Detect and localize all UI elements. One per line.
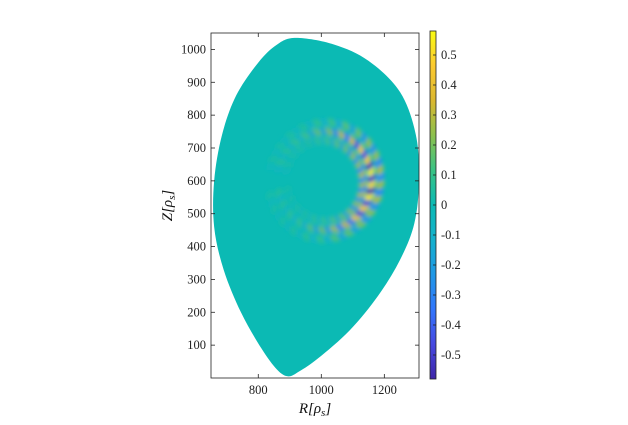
field-blob [355, 220, 367, 228]
x-ticks: 800 1000 1200 [249, 33, 397, 397]
field-blob [285, 131, 297, 139]
field-blob [275, 142, 286, 150]
colorbar-tick-label: -0.4 [441, 318, 462, 332]
field-blob [360, 215, 372, 223]
colorbar: 0.5 0.4 0.3 0.2 0.1 0 -0.1 -0.2 -0.3 -0.4 -0.5 [429, 30, 462, 380]
field-blob [295, 229, 304, 240]
y-tick-label: 1000 [181, 42, 206, 56]
field-blob [271, 148, 282, 157]
field-blob [274, 164, 284, 173]
colorbar-tick-label: 0.4 [441, 78, 457, 92]
colorbar-tick-label: -0.5 [441, 348, 461, 362]
y-axis-label: Z[ρs] [160, 190, 178, 222]
colorbar-tick-label: -0.2 [441, 258, 461, 272]
field-blob [365, 209, 376, 217]
field-blob [302, 232, 311, 242]
field-blob [289, 225, 298, 236]
x-axis-label: R[ρs] [298, 401, 331, 419]
field-blob [362, 198, 373, 207]
colorbar-tick-label: 0 [441, 198, 447, 212]
y-tick-label: 100 [187, 338, 206, 352]
field-blob [275, 158, 286, 167]
field-blob [341, 121, 350, 131]
y-tick-label: 800 [187, 108, 206, 122]
colorbar-ticks: 0.5 0.4 0.3 0.2 0.1 0 -0.1 -0.2 -0.3 -0.4 -0.5 [433, 48, 462, 362]
y-tick-label: 400 [187, 240, 206, 254]
x-tick-label: 800 [249, 383, 268, 397]
field-blob [374, 187, 384, 197]
field-blob [369, 202, 380, 211]
y-tick-label: 700 [187, 141, 206, 155]
y-tick-label: 200 [187, 305, 206, 319]
plot-area [213, 37, 419, 377]
field-blob [284, 221, 292, 232]
field-blob [282, 166, 292, 176]
colorbar-tick-label: 0.5 [441, 48, 457, 62]
y-tick-label: 300 [187, 272, 206, 286]
field-blob [348, 123, 356, 134]
colorbar-tick-label: -0.1 [441, 228, 461, 242]
field-blob [354, 127, 362, 139]
field-blob [279, 136, 291, 144]
field-blob [308, 234, 319, 244]
y-tick-label: 900 [187, 75, 206, 89]
domain-background [213, 37, 419, 377]
y-tick-label: 600 [187, 174, 206, 188]
axes-frame [210, 32, 420, 379]
field-blob [364, 192, 375, 201]
fluctuation-field [265, 118, 385, 244]
field-blob [265, 161, 276, 171]
colorbar-tick-label: 0.2 [441, 138, 457, 152]
field-blob [268, 155, 278, 164]
field-blob [376, 179, 385, 190]
x-tick-label: 1200 [372, 383, 397, 397]
field-blob [326, 118, 337, 127]
x-tick-label: 1000 [309, 383, 334, 397]
y-ticks: 100 200 300 400 500 600 700 800 900 1000 [181, 42, 419, 352]
colorbar-tick-label: 0.1 [441, 168, 457, 182]
colorbar-tick-label: 0.3 [441, 108, 457, 122]
field-blob [372, 195, 382, 204]
colorbar-tick-label: -0.3 [441, 288, 461, 302]
axes-box [210, 32, 420, 379]
y-tick-label: 500 [187, 207, 206, 221]
field-blob [334, 119, 344, 129]
